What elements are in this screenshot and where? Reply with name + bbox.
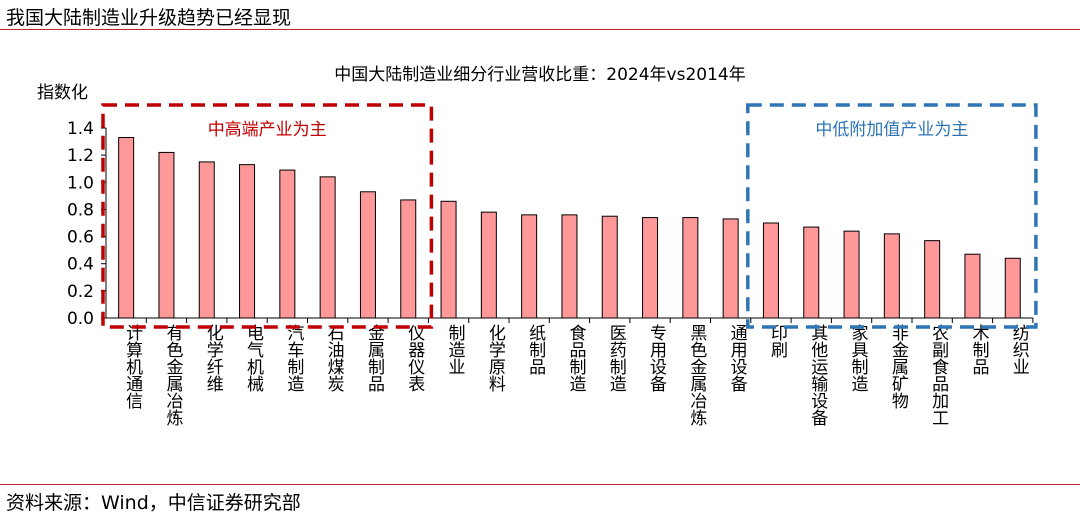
chart-title: 中国大陆制造业细分行业营收比重：2024年vs2014年 bbox=[334, 65, 745, 85]
x-tick-label: 其他运输设备 bbox=[807, 324, 828, 426]
bar bbox=[883, 233, 900, 319]
bar bbox=[964, 253, 981, 319]
x-tick-label: 金属制品 bbox=[364, 324, 385, 392]
x-tick-label: 印刷 bbox=[767, 324, 788, 358]
high-end-group-box bbox=[101, 103, 434, 329]
header-rule bbox=[0, 29, 1080, 30]
bar bbox=[440, 200, 457, 319]
bar bbox=[924, 240, 941, 319]
bar bbox=[1004, 257, 1021, 319]
x-tick-label: 化学原料 bbox=[485, 324, 506, 392]
bar bbox=[722, 218, 739, 319]
y-tick-label: 0.2 bbox=[67, 282, 94, 302]
x-tick-label: 非金属矿物 bbox=[888, 324, 909, 409]
bar bbox=[561, 214, 578, 319]
high-end-group-label: 中高端产业为主 bbox=[208, 120, 327, 140]
y-tick-label: 1.0 bbox=[67, 173, 94, 193]
x-tick-label: 电气机械 bbox=[243, 324, 263, 392]
bar bbox=[239, 164, 256, 319]
bar-chart: 中国大陆制造业细分行业营收比重：2024年vs2014年 指数化 0.00.20… bbox=[37, 65, 1038, 427]
y-tick-label: 1.4 bbox=[67, 119, 94, 139]
bar bbox=[642, 217, 659, 319]
x-tick-label: 食品制造 bbox=[565, 324, 586, 392]
bar bbox=[601, 215, 618, 319]
page-title: 我国大陆制造业升级趋势已经显现 bbox=[6, 7, 292, 29]
bar bbox=[400, 199, 417, 319]
x-tick-label: 通用设备 bbox=[727, 324, 748, 392]
x-tick-label: 石油煤炭 bbox=[324, 324, 345, 392]
bar bbox=[198, 161, 215, 319]
low-value-group-box bbox=[746, 103, 1038, 329]
x-tick-label: 纺织业 bbox=[1009, 324, 1030, 375]
y-tick-label: 0.0 bbox=[67, 309, 94, 329]
x-tick-label: 化学纤维 bbox=[203, 324, 224, 392]
bar bbox=[359, 191, 376, 319]
bar bbox=[682, 217, 699, 319]
x-tick-label: 医药制造 bbox=[606, 324, 627, 392]
x-tick-label: 汽车制造 bbox=[283, 324, 304, 392]
x-tick-label: 农副食品加工 bbox=[928, 324, 949, 426]
x-axis: 计算机通信 有色金属冶炼 化学纤维 电气机械 汽车制造 石油煤炭 金属制品 仪器仪表 制造业 化学… bbox=[106, 317, 1034, 427]
y-tick-label: 0.4 bbox=[67, 255, 94, 275]
x-tick-label: 黑色金属冶炼 bbox=[686, 324, 707, 427]
x-tick-label: 有色金属冶炼 bbox=[162, 324, 183, 427]
source-note: 资料来源：Wind，中信证券研究部 bbox=[6, 492, 301, 514]
y-tick-label: 1.2 bbox=[67, 146, 94, 166]
y-axis: 0.0 0.2 0.4 0.6 0.8 1.0 1.2 1.4 bbox=[67, 119, 107, 329]
bar bbox=[319, 176, 336, 319]
bar bbox=[279, 169, 296, 319]
bar bbox=[843, 230, 860, 319]
x-tick-label: 纸制品 bbox=[525, 324, 546, 375]
x-tick-label: 木制品 bbox=[968, 324, 989, 375]
y-tick-label: 0.8 bbox=[67, 200, 94, 220]
y-axis-label: 指数化 bbox=[37, 83, 88, 103]
bars bbox=[118, 137, 1021, 319]
footer-rule bbox=[0, 484, 1080, 485]
bar bbox=[521, 214, 538, 319]
x-tick-label: 计算机通信 bbox=[122, 324, 143, 409]
x-tick-label: 专用设备 bbox=[646, 324, 667, 392]
x-tick-label: 家具制造 bbox=[848, 324, 869, 392]
annotations: 中高端产业为主 中低附加值产业为主 bbox=[101, 103, 1038, 329]
bar bbox=[158, 151, 175, 319]
bar bbox=[762, 222, 779, 319]
bar bbox=[118, 137, 135, 319]
bar bbox=[803, 226, 820, 319]
x-tick-label: 仪器仪表 bbox=[404, 324, 425, 392]
y-tick-label: 0.6 bbox=[67, 228, 94, 248]
bar bbox=[480, 211, 497, 319]
page-header: 我国大陆制造业升级趋势已经显现 bbox=[0, 0, 1080, 30]
x-tick-label: 制造业 bbox=[445, 324, 466, 375]
low-value-group-label: 中低附加值产业为主 bbox=[815, 120, 968, 140]
